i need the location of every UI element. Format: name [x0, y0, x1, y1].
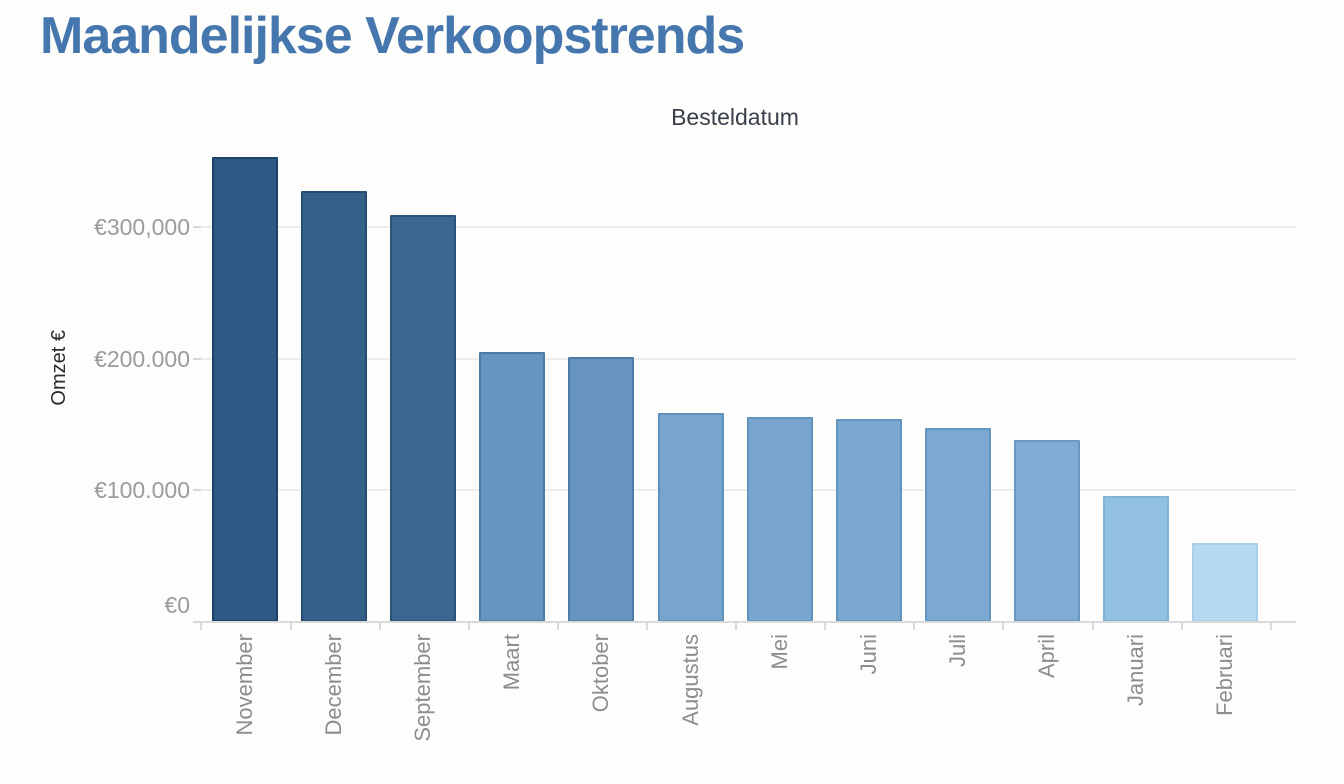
x-tick-label: Oktober: [588, 634, 614, 713]
x-tick-label: Juni: [855, 634, 881, 675]
x-axis-tick: [1180, 622, 1183, 630]
bar-april[interactable]: [1013, 440, 1080, 622]
gridline: [200, 226, 1296, 228]
y-tick-label: €200.000: [94, 345, 190, 372]
x-axis-title: Besteldatum: [671, 104, 799, 130]
y-axis-title: Omzet €: [48, 330, 70, 406]
y-axis-tick: [193, 489, 201, 492]
x-axis-tick: [646, 622, 648, 630]
y-tick-label: €100.000: [94, 477, 190, 504]
x-axis-tick: [824, 622, 827, 630]
x-axis-line: [200, 621, 1296, 623]
bar-september[interactable]: [390, 215, 457, 622]
x-axis-tick: [378, 622, 381, 630]
x-axis-tick: [289, 622, 292, 630]
x-tick-label: April: [1033, 634, 1059, 679]
x-tick-label: Februari: [1212, 634, 1238, 716]
y-tick-label: €0: [164, 592, 190, 618]
gridline: [200, 357, 1296, 360]
y-axis-tick: [193, 357, 201, 360]
y-tick-label: €300,000: [94, 214, 190, 240]
x-axis-tick: [1091, 622, 1094, 630]
x-tick-label: Maart: [499, 634, 525, 691]
x-tick-label: Januari: [1123, 634, 1148, 707]
x-axis-tick: [735, 622, 737, 630]
bar-augustus[interactable]: [657, 412, 724, 622]
x-axis-tick: [1002, 622, 1005, 630]
x-axis-tick: [1269, 622, 1272, 630]
chart-title: Maandelijkse Verkoopstrends: [40, 7, 745, 65]
bar-maart[interactable]: [479, 352, 546, 622]
bar-december[interactable]: [301, 191, 368, 622]
x-axis-tick: [913, 622, 916, 630]
bar-november[interactable]: [212, 157, 278, 622]
bar-februari[interactable]: [1192, 543, 1259, 622]
x-axis-tick: [556, 622, 559, 630]
bar-mei[interactable]: [746, 416, 813, 622]
x-axis-tick: [467, 622, 470, 630]
bar-juli[interactable]: [924, 428, 991, 622]
x-tick-label: September: [410, 634, 436, 742]
bar-oktober[interactable]: [568, 357, 635, 622]
x-tick-label: December: [321, 634, 347, 736]
y-axis-tick: [193, 621, 201, 623]
x-axis-tick: [200, 622, 203, 630]
x-tick-label: Mei: [766, 634, 792, 670]
bar-juni[interactable]: [835, 419, 902, 622]
x-tick-label: November: [232, 634, 257, 736]
y-axis-tick: [193, 226, 201, 228]
x-tick-label: Juli: [944, 634, 970, 668]
x-tick-label: Augustus: [677, 634, 703, 726]
bar-januari[interactable]: [1103, 495, 1169, 622]
